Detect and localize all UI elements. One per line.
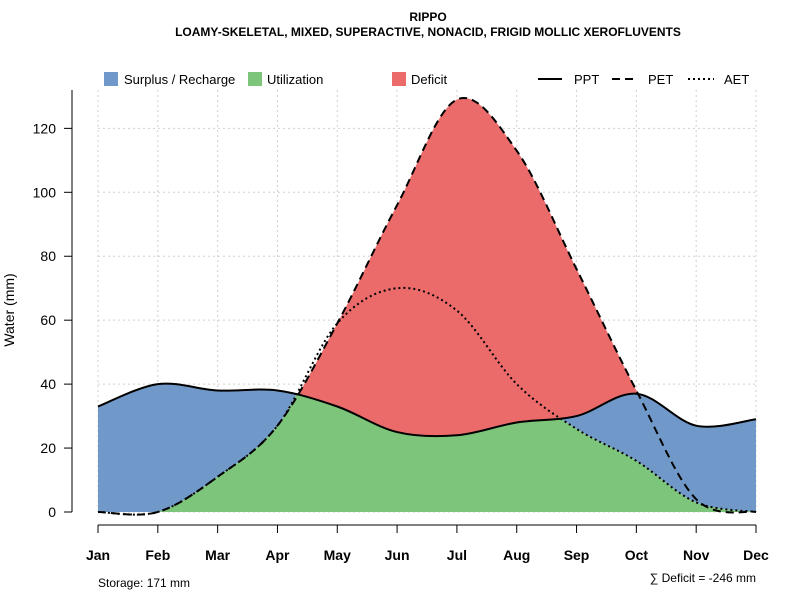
- legend-label-surplus: Surplus / Recharge: [124, 72, 235, 87]
- y-tick-label: 120: [33, 120, 57, 136]
- legend-swatch-utilization: [248, 72, 262, 86]
- legend-label-deficit: Deficit: [411, 72, 448, 87]
- x-tick-label-aug: Aug: [503, 547, 530, 563]
- legend-label-utilization: Utilization: [267, 72, 323, 87]
- series-line-ppt: [97, 382, 757, 438]
- x-tick-label-mar: Mar: [205, 547, 230, 563]
- x-tick-label-dec: Dec: [743, 547, 769, 563]
- y-tick-label: 60: [40, 312, 56, 328]
- y-ticks: 0 20 40 60 80 100 120: [33, 120, 72, 520]
- y-tick-label: 40: [40, 376, 56, 392]
- series-lines: [97, 97, 757, 516]
- legend-label-aet: AET: [724, 72, 749, 87]
- chart-title: RIPPO: [409, 10, 446, 24]
- y-tick-label: 100: [33, 184, 57, 200]
- x-tick-label-nov: Nov: [683, 547, 710, 563]
- legend-swatch-deficit: [392, 72, 406, 86]
- series-line-pet: [97, 97, 757, 516]
- chart-axes: [71, 90, 756, 526]
- series-line-aet: [97, 286, 757, 516]
- x-tick-label-apr: Apr: [265, 547, 290, 563]
- x-tick-label-feb: Feb: [145, 547, 170, 563]
- y-tick-label: 20: [40, 440, 56, 456]
- legend-label-ppt: PPT: [574, 72, 599, 87]
- legend-label-pet: PET: [648, 72, 673, 87]
- legend-swatch-surplus: [104, 72, 118, 86]
- storage-text: Storage: 171 mm: [98, 576, 190, 590]
- deficit-text: ∑ Deficit = -246 mm: [650, 571, 756, 585]
- x-ticks: Jan Feb Mar Apr May Jun Jul Aug Sep Oct Nov Dec: [86, 525, 769, 563]
- x-tick-label-jun: Jun: [385, 547, 410, 563]
- x-tick-label-may: May: [324, 547, 351, 563]
- chart-legend: Surplus / Recharge Utilization Deficit P…: [104, 72, 749, 87]
- y-tick-label: 80: [40, 248, 56, 264]
- area-fills: [98, 98, 756, 512]
- x-tick-label-oct: Oct: [625, 547, 649, 563]
- y-tick-label: 0: [48, 504, 56, 520]
- x-tick-label-jan: Jan: [86, 547, 110, 563]
- x-tick-label-jul: Jul: [447, 547, 467, 563]
- y-axis-label: Water (mm): [1, 273, 17, 346]
- chart-subtitle: LOAMY-SKELETAL, MIXED, SUPERACTIVE, NONA…: [175, 25, 681, 39]
- x-tick-label-sep: Sep: [564, 547, 590, 563]
